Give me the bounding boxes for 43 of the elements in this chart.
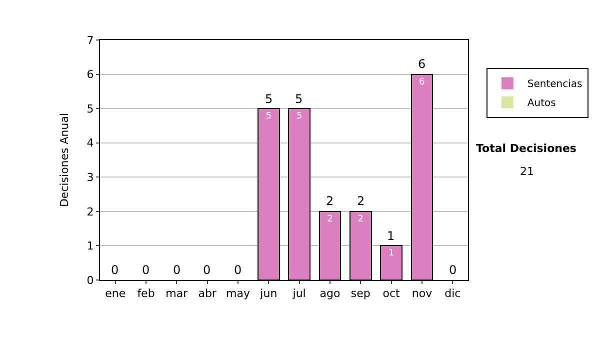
total-label: 0 — [173, 263, 181, 277]
x-tick-label: dic — [444, 287, 461, 300]
y-tick-label: 5 — [86, 102, 94, 116]
data-label: 5 — [266, 112, 272, 122]
x-tick-label: nov — [412, 287, 433, 300]
total-label: 2 — [357, 194, 365, 208]
total-label: 1 — [387, 229, 395, 243]
y-tick-label: 6 — [86, 68, 94, 82]
x-tick-label: may — [226, 287, 250, 300]
data-label: 2 — [358, 214, 364, 224]
total-label: 0 — [111, 263, 119, 277]
data-label: 1 — [388, 248, 394, 259]
x-tick-label: jul — [292, 287, 306, 300]
y-tick-label: 7 — [86, 34, 94, 47]
text: 21 — [520, 165, 534, 178]
x-tick-label: mar — [166, 287, 188, 300]
data-label: 5 — [296, 112, 302, 122]
y-axis-title: Decisiones Anual — [58, 112, 71, 208]
x-tick-label: jun — [259, 287, 278, 300]
data-label: 6 — [419, 77, 425, 88]
total-label: 0 — [449, 263, 457, 277]
y-tick-label: 2 — [86, 205, 94, 218]
x-tick-label: ago — [320, 287, 340, 300]
total-label: 5 — [265, 92, 273, 106]
x-tick-label: sep — [350, 287, 370, 300]
y-tick-label: 3 — [86, 170, 94, 184]
total-label: 6 — [418, 57, 426, 71]
total-label: 5 — [295, 92, 303, 106]
data-label: 2 — [327, 214, 333, 224]
total-label: 2 — [326, 194, 334, 208]
y-tick-label: 4 — [86, 136, 94, 150]
total-label: 0 — [142, 263, 150, 277]
text: Total Decisiones — [476, 142, 577, 155]
legend-label: Sentencias — [527, 79, 582, 90]
total-label: 0 — [203, 263, 211, 277]
total-label: 0 — [234, 263, 242, 277]
y-tick-label: 1 — [86, 240, 94, 253]
x-tick-label: feb — [137, 287, 155, 300]
y-tick-label: 0 — [86, 274, 94, 287]
x-tick-label: abr — [198, 287, 217, 300]
x-tick-label: ene — [105, 287, 126, 300]
legend-label: Autos — [527, 98, 556, 110]
x-tick-label: oct — [382, 287, 401, 300]
